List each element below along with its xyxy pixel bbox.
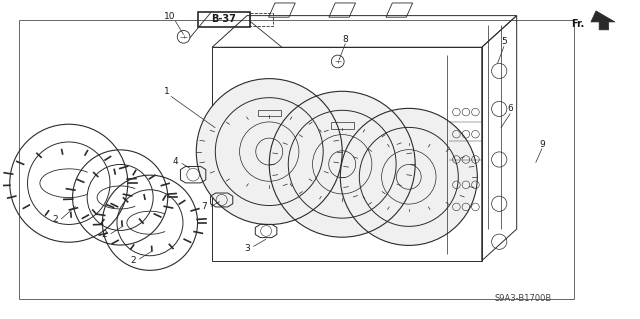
Text: 2: 2 [52,215,58,224]
Text: 1: 1 [164,87,170,96]
Text: 6: 6 [508,104,513,113]
Text: B-37: B-37 [211,14,236,25]
Circle shape [340,108,477,245]
Text: 3: 3 [244,243,250,253]
Text: 8: 8 [342,35,348,44]
Bar [198,12,250,27]
Text: 4: 4 [173,157,178,166]
Text: 10: 10 [164,12,175,21]
Text: Fr.: Fr. [572,19,584,28]
Polygon shape [591,11,615,30]
Bar [250,13,273,26]
Text: 2: 2 [102,230,107,239]
Text: 5: 5 [501,37,507,46]
Bar [258,109,281,116]
Bar [331,122,354,129]
Text: 2: 2 [130,256,136,265]
Circle shape [196,79,342,225]
Circle shape [269,91,415,237]
Text: 9: 9 [539,140,545,149]
Text: S9A3-B1700B: S9A3-B1700B [494,294,552,303]
Text: 7: 7 [202,203,207,211]
